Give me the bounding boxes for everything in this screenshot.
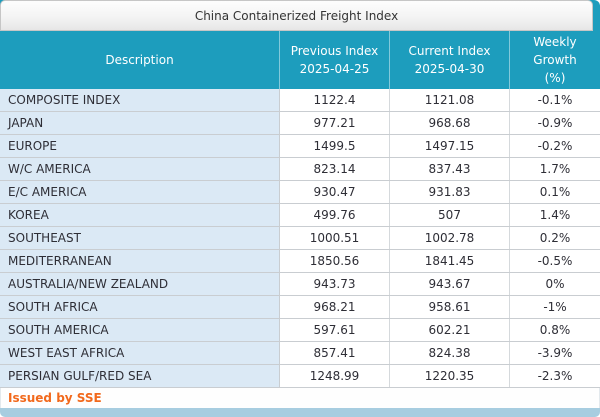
previous-index-cell: 1850.56 <box>280 250 390 272</box>
weekly-growth-cell: 0.1% <box>510 181 600 203</box>
weekly-growth-cell: -0.1% <box>510 89 600 111</box>
previous-index-cell: 977.21 <box>280 112 390 134</box>
current-index-cell: 1841.45 <box>390 250 510 272</box>
weekly-growth-cell: 0.2% <box>510 227 600 249</box>
column-header-label: Weekly Growth <box>533 35 577 67</box>
current-index-cell: 602.21 <box>390 319 510 341</box>
description-cell: E/C AMERICA <box>0 181 280 203</box>
description-cell: PERSIAN GULF/RED SEA <box>0 365 280 387</box>
titlebar-background: China Containerized Freight Index <box>0 0 600 31</box>
bottom-accent-bar <box>0 408 600 417</box>
column-header-unit: (%) <box>544 71 566 85</box>
current-index-cell: 1497.15 <box>390 135 510 157</box>
column-header-date: 2025-04-30 <box>414 62 485 76</box>
current-index-cell: 824.38 <box>390 342 510 364</box>
column-header-weekly-growth: Weekly Growth (%) <box>510 31 600 89</box>
column-header-label: Previous Index <box>290 44 379 58</box>
table-row: SOUTHEAST 1000.51 1002.78 0.2% <box>0 227 600 250</box>
table-row: WEST EAST AFRICA 857.41 824.38 -3.9% <box>0 342 600 365</box>
table-row: JAPAN 977.21 968.68 -0.9% <box>0 112 600 135</box>
previous-index-cell: 1000.51 <box>280 227 390 249</box>
previous-index-cell: 1248.99 <box>280 365 390 387</box>
weekly-growth-cell: -0.2% <box>510 135 600 157</box>
column-header-description: Description <box>0 31 280 89</box>
description-cell: COMPOSITE INDEX <box>0 89 280 111</box>
current-index-cell: 1002.78 <box>390 227 510 249</box>
column-header-previous-index: Previous Index 2025-04-25 <box>280 31 390 89</box>
table-row: SOUTH AFRICA 968.21 958.61 -1% <box>0 296 600 319</box>
table-row: KOREA 499.76 507 1.4% <box>0 204 600 227</box>
issuer-text: Issued by SSE <box>8 391 102 405</box>
weekly-growth-cell: 1.4% <box>510 204 600 226</box>
weekly-growth-cell: -1% <box>510 296 600 318</box>
table-row: PERSIAN GULF/RED SEA 1248.99 1220.35 -2.… <box>0 365 600 388</box>
weekly-growth-cell: 0% <box>510 273 600 295</box>
table-row: COMPOSITE INDEX 1122.4 1121.08 -0.1% <box>0 89 600 112</box>
page-title: China Containerized Freight Index <box>0 0 593 31</box>
current-index-cell: 943.67 <box>390 273 510 295</box>
current-index-cell: 968.68 <box>390 112 510 134</box>
previous-index-cell: 823.14 <box>280 158 390 180</box>
current-index-cell: 1220.35 <box>390 365 510 387</box>
table-header-row: Description Previous Index 2025-04-25 Cu… <box>0 31 600 89</box>
previous-index-cell: 499.76 <box>280 204 390 226</box>
previous-index-cell: 857.41 <box>280 342 390 364</box>
previous-index-cell: 1499.5 <box>280 135 390 157</box>
column-header-label: Description <box>105 53 174 67</box>
description-cell: MEDITERRANEAN <box>0 250 280 272</box>
previous-index-cell: 943.73 <box>280 273 390 295</box>
table-row: SOUTH AMERICA 597.61 602.21 0.8% <box>0 319 600 342</box>
issuer-footer: Issued by SSE <box>0 388 600 408</box>
column-header-label: Current Index <box>408 44 491 58</box>
weekly-growth-cell: -2.3% <box>510 365 600 387</box>
previous-index-cell: 968.21 <box>280 296 390 318</box>
current-index-cell: 958.61 <box>390 296 510 318</box>
table-body: COMPOSITE INDEX 1122.4 1121.08 -0.1% JAP… <box>0 89 600 388</box>
table-row: EUROPE 1499.5 1497.15 -0.2% <box>0 135 600 158</box>
previous-index-cell: 1122.4 <box>280 89 390 111</box>
previous-index-cell: 597.61 <box>280 319 390 341</box>
column-header-current-index: Current Index 2025-04-30 <box>390 31 510 89</box>
description-cell: JAPAN <box>0 112 280 134</box>
current-index-cell: 837.43 <box>390 158 510 180</box>
table-row: E/C AMERICA 930.47 931.83 0.1% <box>0 181 600 204</box>
description-cell: KOREA <box>0 204 280 226</box>
description-cell: EUROPE <box>0 135 280 157</box>
description-cell: W/C AMERICA <box>0 158 280 180</box>
description-cell: SOUTHEAST <box>0 227 280 249</box>
description-cell: AUSTRALIA/NEW ZEALAND <box>0 273 280 295</box>
table-row: W/C AMERICA 823.14 837.43 1.7% <box>0 158 600 181</box>
description-cell: WEST EAST AFRICA <box>0 342 280 364</box>
current-index-cell: 1121.08 <box>390 89 510 111</box>
page-title-text: China Containerized Freight Index <box>194 8 399 23</box>
description-cell: SOUTH AFRICA <box>0 296 280 318</box>
table-row: AUSTRALIA/NEW ZEALAND 943.73 943.67 0% <box>0 273 600 296</box>
weekly-growth-cell: 1.7% <box>510 158 600 180</box>
previous-index-cell: 930.47 <box>280 181 390 203</box>
column-header-date: 2025-04-25 <box>299 62 370 76</box>
description-cell: SOUTH AMERICA <box>0 319 280 341</box>
weekly-growth-cell: -0.9% <box>510 112 600 134</box>
weekly-growth-cell: 0.8% <box>510 319 600 341</box>
table-row: MEDITERRANEAN 1850.56 1841.45 -0.5% <box>0 250 600 273</box>
current-index-cell: 931.83 <box>390 181 510 203</box>
weekly-growth-cell: -3.9% <box>510 342 600 364</box>
current-index-cell: 507 <box>390 204 510 226</box>
weekly-growth-cell: -0.5% <box>510 250 600 272</box>
